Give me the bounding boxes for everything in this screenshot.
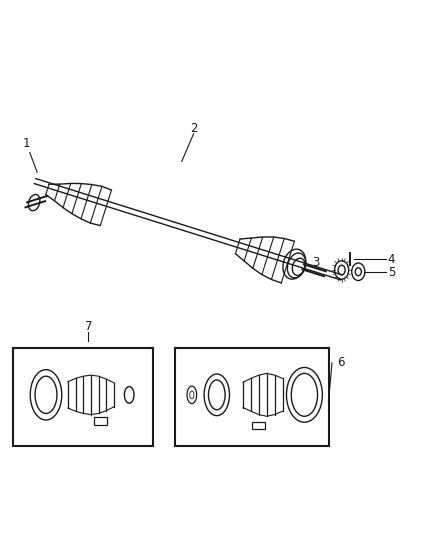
Text: 7: 7 xyxy=(85,320,93,333)
Bar xyxy=(252,422,265,430)
Bar xyxy=(13,348,153,446)
Text: 1: 1 xyxy=(23,138,30,150)
Bar xyxy=(175,348,328,446)
Text: 6: 6 xyxy=(337,357,345,369)
Text: 5: 5 xyxy=(388,266,395,279)
Bar xyxy=(94,417,107,425)
Text: 4: 4 xyxy=(388,253,395,266)
Text: 2: 2 xyxy=(191,122,198,135)
Text: 3: 3 xyxy=(312,256,320,270)
